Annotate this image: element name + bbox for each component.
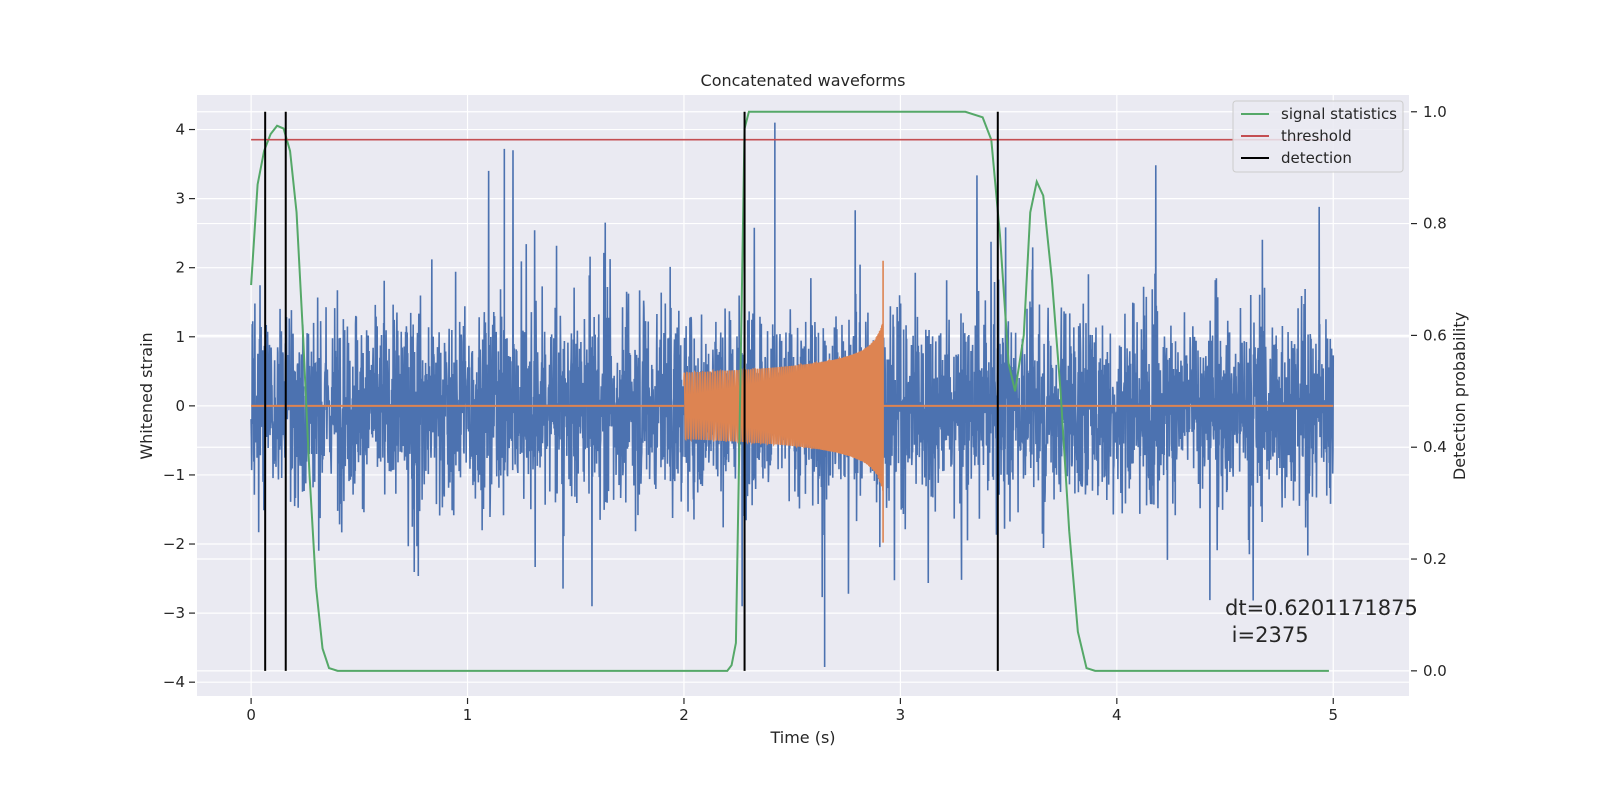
y-tick-label: −3	[163, 604, 185, 622]
legend-box	[1232, 100, 1404, 173]
y-axis-right: 0.0 0.2 0.4 0.6 0.8 1.0	[1411, 103, 1447, 680]
x-tick-label: 0	[246, 706, 256, 724]
y-tick-label: 2	[175, 259, 185, 277]
y2-tick-label: 1.0	[1423, 103, 1447, 121]
y-axis-left: −4 −3 −2 −1 0 1 2 3 4	[163, 121, 195, 691]
x-tick-label: 3	[896, 706, 906, 724]
y2-tick-label: 0.8	[1423, 215, 1447, 233]
x-axis: 0 1 2 3 4 5	[246, 698, 1338, 724]
y-tick-label: 1	[175, 328, 185, 346]
y-axis-label: Whitened strain	[137, 332, 156, 459]
y2-tick-label: 0.0	[1423, 662, 1447, 680]
x-axis-label: Time (s)	[769, 728, 835, 747]
x-tick-label: 2	[679, 706, 689, 724]
annotation-dt: dt=0.6201171875	[1225, 596, 1418, 620]
series-injected-waveform	[683, 260, 884, 543]
x-tick-label: 1	[463, 706, 473, 724]
y-tick-label: 0	[175, 397, 185, 415]
y2-axis-label: Detection probability	[1450, 312, 1469, 480]
x-tick-label: 4	[1112, 706, 1122, 724]
chart-title: Concatenated waveforms	[701, 71, 906, 90]
y2-tick-label: 0.6	[1423, 326, 1447, 344]
legend-label-detection: detection	[1281, 149, 1352, 167]
y-tick-label: −4	[163, 673, 185, 691]
y-tick-label: 4	[175, 121, 185, 139]
y2-tick-label: 0.2	[1423, 550, 1447, 568]
series-signal-statistics	[250, 110, 1329, 672]
y-tick-label: −2	[163, 535, 185, 553]
x-tick-label: 5	[1328, 706, 1338, 724]
annotation-i: i=2375	[1225, 623, 1309, 647]
y-tick-label: −1	[163, 466, 185, 484]
legend-label-threshold: threshold	[1281, 127, 1352, 145]
y-tick-label: 3	[175, 190, 185, 208]
series-detection	[264, 111, 999, 671]
legend: signal statistics threshold detection	[1232, 100, 1404, 173]
y2-tick-label: 0.4	[1423, 438, 1447, 456]
legend-label-signal-statistics: signal statistics	[1281, 105, 1397, 123]
